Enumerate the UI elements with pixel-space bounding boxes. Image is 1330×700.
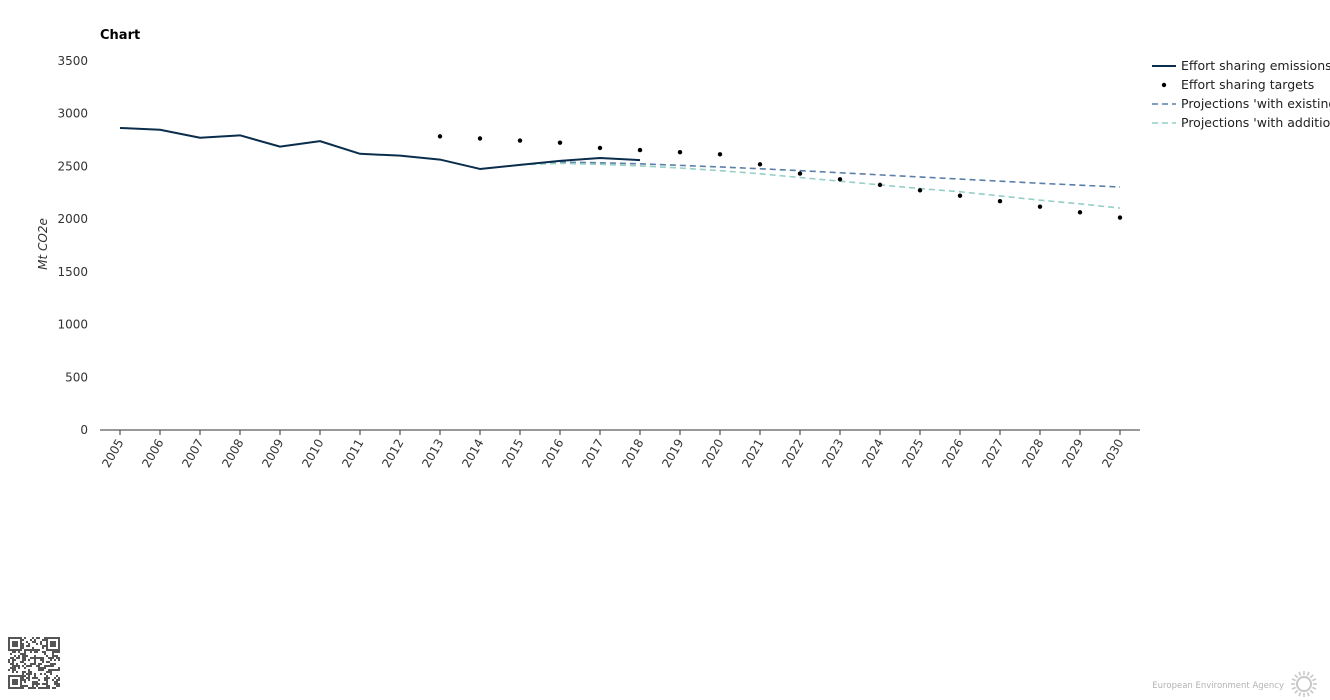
y-tick-label: 500 (65, 370, 88, 384)
x-tick-label: 2018 (619, 437, 646, 470)
legend: Effort sharing emissions Effort sharing t… (1152, 58, 1330, 130)
x-tick-label: 2024 (859, 437, 886, 470)
x-tick-label: 2025 (899, 437, 926, 470)
y-tick-label: 2000 (57, 212, 88, 226)
target-point (637, 147, 643, 153)
x-tick-label: 2007 (179, 437, 206, 470)
x-tick-label: 2022 (779, 437, 806, 470)
target-point (557, 140, 563, 145)
target-point (597, 145, 603, 151)
x-tick-label: 2010 (299, 437, 326, 470)
target-point (957, 193, 963, 198)
target-point (677, 149, 683, 155)
x-tick-label: 2012 (379, 437, 406, 470)
y-axis-ticks: 0 500 1000 1500 2000 2500 3000 3500 (57, 54, 88, 437)
x-tick-label: 2029 (1059, 437, 1086, 470)
target-point (797, 171, 803, 176)
target-point (917, 188, 923, 193)
chart-title: Chart (100, 28, 140, 43)
x-tick-label: 2011 (339, 437, 366, 470)
x-tick-label: 2023 (819, 437, 846, 470)
y-tick-label: 1000 (57, 318, 88, 332)
y-tick-label: 1500 (57, 265, 88, 279)
x-tick-label: 2027 (979, 437, 1006, 470)
x-tick-label: 2006 (139, 437, 166, 470)
y-tick-label: 3000 (57, 107, 88, 121)
legend-label: Projections 'with additional measures' (1181, 115, 1330, 130)
x-axis-ticks: 2005 2006 2007 2008 2009 2010 2011 2012 2013 2014… (99, 430, 1127, 470)
x-tick-label: 2021 (739, 437, 766, 470)
legend-item[interactable]: Projections 'with additional measures' (1152, 115, 1330, 130)
target-point (877, 182, 883, 188)
series-projections-additional-measures (519, 162, 1121, 209)
target-point (477, 136, 483, 141)
series-layer (119, 126, 1123, 220)
x-tick-label: 2014 (459, 437, 486, 470)
target-point (517, 138, 523, 143)
y-tick-label: 0 (80, 423, 88, 437)
series-projections-existing-measures (519, 161, 1121, 188)
target-point (717, 152, 723, 157)
x-tick-label: 2026 (939, 437, 966, 470)
x-tick-label: 2005 (99, 437, 126, 470)
x-tick-label: 2028 (1019, 437, 1046, 470)
qr-code-icon (8, 637, 60, 689)
x-tick-label: 2015 (499, 437, 526, 470)
series-effort-sharing-targets (437, 134, 1123, 220)
x-tick-label: 2016 (539, 437, 566, 470)
target-point (837, 177, 843, 182)
legend-item[interactable]: Effort sharing targets (1161, 77, 1314, 92)
x-tick-label: 2017 (579, 437, 606, 470)
legend-label: Projections 'with existing measures' (1181, 96, 1330, 111)
legend-swatch (1161, 82, 1167, 88)
legend-label: Effort sharing targets (1181, 77, 1314, 92)
y-axis-label: Mt CO2e (36, 218, 50, 270)
y-tick-label: 2500 (57, 159, 88, 173)
target-point (757, 162, 763, 167)
x-tick-label: 2020 (699, 437, 726, 470)
legend-label: Effort sharing emissions (1181, 58, 1330, 73)
target-point (1037, 204, 1043, 209)
target-point (997, 199, 1003, 204)
x-tick-label: 2009 (259, 437, 286, 470)
series-effort-sharing-emissions (119, 126, 641, 170)
y-tick-label: 3500 (57, 54, 88, 68)
x-tick-label: 2030 (1099, 437, 1126, 470)
footer-source-label: European Environment Agency (1152, 681, 1284, 691)
eea-logo-icon (1291, 671, 1317, 697)
target-point (1077, 210, 1083, 215)
legend-item[interactable]: Projections 'with existing measures' (1152, 96, 1330, 111)
target-point (1117, 215, 1123, 220)
x-tick-label: 2008 (219, 437, 246, 470)
legend-item[interactable]: Effort sharing emissions (1152, 58, 1330, 73)
target-point (437, 134, 443, 139)
x-tick-label: 2019 (659, 437, 686, 470)
x-tick-label: 2013 (419, 437, 446, 470)
